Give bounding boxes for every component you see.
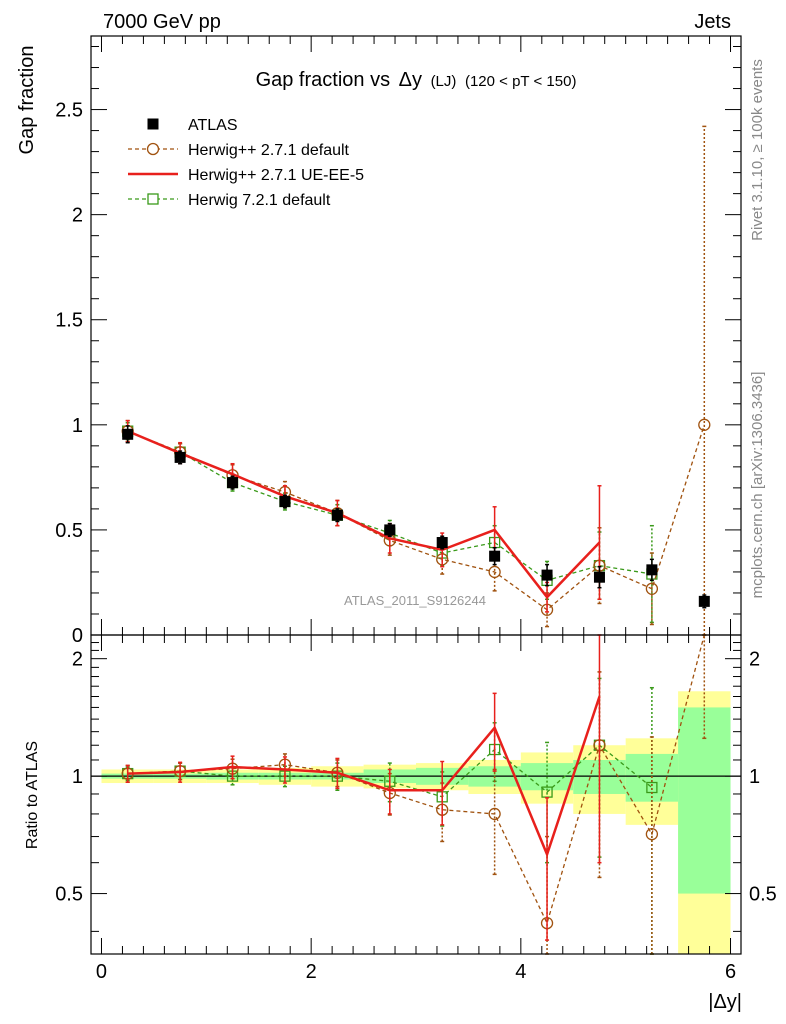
mcplots-credit-label: mcplots.cern.ch [arXiv:1306.3436] bbox=[749, 372, 766, 599]
ratio-mc-point bbox=[488, 807, 501, 821]
title-main: Gap fraction vs bbox=[256, 69, 391, 91]
main-y-tick-label: 0.5 bbox=[55, 520, 83, 542]
main-data-point bbox=[436, 537, 448, 549]
main-y-tick-label: 1.5 bbox=[55, 310, 83, 332]
main-series-line bbox=[127, 424, 705, 611]
rivet-version-label: Rivet 3.1.10, ≥ 100k events bbox=[749, 59, 766, 241]
main-data-point bbox=[489, 550, 501, 562]
main-data-point bbox=[279, 496, 291, 508]
header-right-label: Jets bbox=[694, 11, 731, 33]
main-y-tick-label: 1 bbox=[72, 415, 83, 437]
ratio-y-tick-label-left: 2 bbox=[72, 649, 83, 671]
main-data-point bbox=[541, 569, 553, 581]
title-variable: Δy bbox=[399, 69, 422, 91]
main-data-point bbox=[331, 509, 343, 521]
x-axis-label: |Δy| bbox=[708, 991, 742, 1013]
main-title: Gap fraction vs Δy (LJ) (120 < pT < 150) bbox=[256, 69, 577, 91]
main-data-point bbox=[698, 595, 710, 607]
legend-marker-square bbox=[147, 193, 159, 205]
x-tick-label: 4 bbox=[515, 961, 526, 983]
x-tick-label: 0 bbox=[96, 961, 107, 983]
legend-label: Herwig++ 2.7.1 UE-EE-5 bbox=[188, 167, 364, 184]
svg-text:Gap fraction vs Δy: Gap fraction vs Δy (LJ) (120 < pT < 150) bbox=[256, 69, 577, 91]
main-data-point bbox=[174, 451, 186, 463]
legend-label: ATLAS bbox=[188, 117, 238, 134]
main-data-point bbox=[646, 564, 658, 576]
ratio-series-line bbox=[127, 696, 601, 858]
main-y-tick-label: 0 bbox=[72, 625, 83, 647]
main-panel: 0 0.5 1 1.5 2 2.5 Gap fraction Gap fraction v… bbox=[16, 35, 742, 647]
ratio-panel-frame bbox=[90, 634, 742, 955]
ratio-series-line bbox=[127, 634, 705, 925]
ratio-y-tick-label-left: 0.5 bbox=[55, 884, 83, 906]
main-series-2 bbox=[125, 419, 602, 613]
main-mc-point bbox=[645, 582, 659, 595]
analysis-watermark: ATLAS_2011_S9126244 bbox=[344, 593, 486, 608]
ratio-uncertainty-band-stat bbox=[678, 707, 731, 894]
main-mc-point bbox=[488, 565, 501, 579]
main-data-point bbox=[593, 571, 605, 583]
legend: ATLAS Herwig++ 2.7.1 default Herwig++ 2.7.… bbox=[128, 117, 364, 209]
ratio-y-tick-label-right: 0.5 bbox=[749, 884, 777, 906]
main-y-tick-label: 2.5 bbox=[55, 100, 83, 122]
legend-label: Herwig 7.2.1 default bbox=[188, 192, 331, 209]
main-data-point bbox=[384, 524, 396, 536]
title-cut: (120 < pT < 150) bbox=[465, 73, 576, 90]
ratio-y-axis-label: Ratio to ATLAS bbox=[24, 741, 41, 849]
x-tick-label: 6 bbox=[725, 961, 736, 983]
ratio-y-tick-label-right: 1 bbox=[749, 766, 760, 788]
ratio-y-tick-label-right: 2 bbox=[749, 649, 760, 671]
main-mc-point bbox=[698, 418, 711, 431]
ratio-panel: 0.5 0.5 1 1 2 2 0 2 4 6 Ratio to ATLAS |Δy| bbox=[24, 634, 777, 1013]
ratio-y-tick-label-left: 1 bbox=[72, 766, 83, 788]
main-series-line bbox=[127, 430, 652, 582]
title-tag: (LJ) bbox=[431, 73, 457, 90]
ratio-series-1 bbox=[125, 634, 602, 941]
legend-label: Herwig++ 2.7.1 default bbox=[188, 142, 350, 159]
legend-marker-circle bbox=[146, 142, 160, 156]
main-series-0 bbox=[122, 425, 710, 609]
header-left-label: 7000 GeV pp bbox=[103, 11, 221, 33]
ratio-series-2 bbox=[122, 677, 658, 955]
main-y-axis-label: Gap fraction bbox=[16, 46, 38, 155]
main-data-point bbox=[227, 477, 239, 489]
main-data-point bbox=[122, 428, 134, 440]
main-y-tick-label: 2 bbox=[72, 205, 83, 227]
legend-marker-atlas bbox=[147, 118, 159, 130]
main-series-line bbox=[127, 429, 601, 600]
x-tick-label: 2 bbox=[306, 961, 317, 983]
ratio-mc-point bbox=[645, 828, 659, 841]
